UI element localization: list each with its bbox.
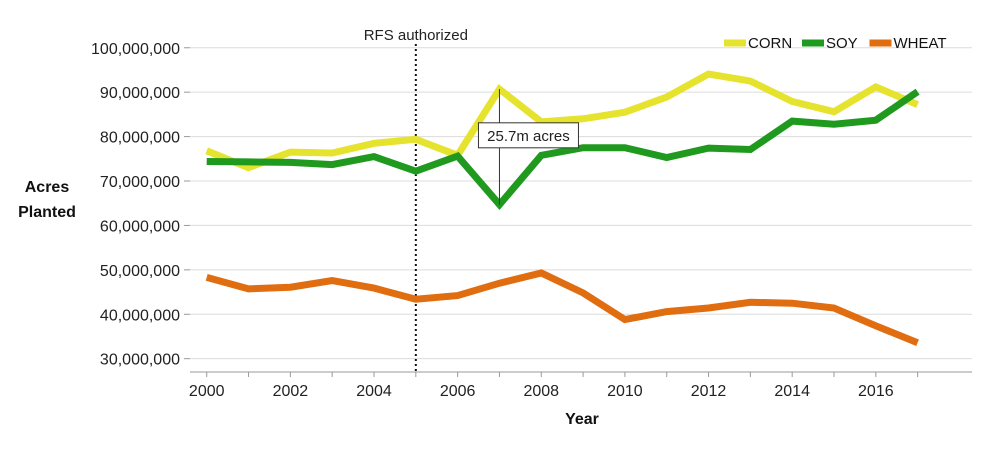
- y-tick-label: 80,000,000: [100, 130, 180, 147]
- x-tick-label: 2002: [273, 383, 309, 400]
- legend-label-wheat: WHEAT: [894, 35, 947, 52]
- legend: CORN SOY WHEAT: [724, 35, 947, 52]
- x-tick-label: 2010: [607, 383, 643, 400]
- rfs-marker: RFS authorized: [364, 27, 468, 372]
- y-tick-label: 90,000,000: [100, 85, 180, 102]
- y-tick-label: 50,000,000: [100, 263, 180, 280]
- x-tick-label: 2012: [691, 383, 727, 400]
- x-tick-label: 2014: [774, 383, 810, 400]
- legend-label-soy: SOY: [826, 35, 858, 52]
- legend-label-corn: CORN: [748, 35, 792, 52]
- y-tick-label: 70,000,000: [100, 174, 180, 191]
- x-axis-title: Year: [565, 411, 599, 428]
- y-axis-ticks: 30,000,000 40,000,000 50,000,000 60,000,000…: [91, 41, 190, 369]
- series-line-corn: [205, 70, 919, 172]
- gap-annotation: 25.7m acres: [477, 89, 579, 205]
- x-tick-label: 2006: [440, 383, 476, 400]
- y-tick-label: 30,000,000: [100, 352, 180, 369]
- rfs-label: RFS authorized: [364, 27, 468, 44]
- x-tick-label: 2008: [523, 383, 559, 400]
- x-tick-label: 2000: [189, 383, 225, 400]
- y-tick-label: 60,000,000: [100, 218, 180, 235]
- x-axis-ticks: 2000 2002 2004 2006 2008 2010 2012 2014 2016: [189, 372, 919, 400]
- gap-label-box: [477, 122, 579, 149]
- y-axis-title-line2: Planted: [18, 204, 76, 221]
- series-line-soy: [206, 88, 920, 210]
- gap-label: 25.7m acres: [487, 128, 570, 145]
- x-tick-label: 2016: [858, 383, 894, 400]
- y-axis-title-line1: Acres: [25, 179, 70, 196]
- y-tick-label: 100,000,000: [91, 41, 180, 58]
- x-tick-label: 2004: [356, 383, 392, 400]
- y-tick-label: 40,000,000: [100, 307, 180, 324]
- series-line-wheat: [205, 269, 919, 346]
- series-lines: [205, 70, 920, 346]
- gridlines: [190, 47, 972, 360]
